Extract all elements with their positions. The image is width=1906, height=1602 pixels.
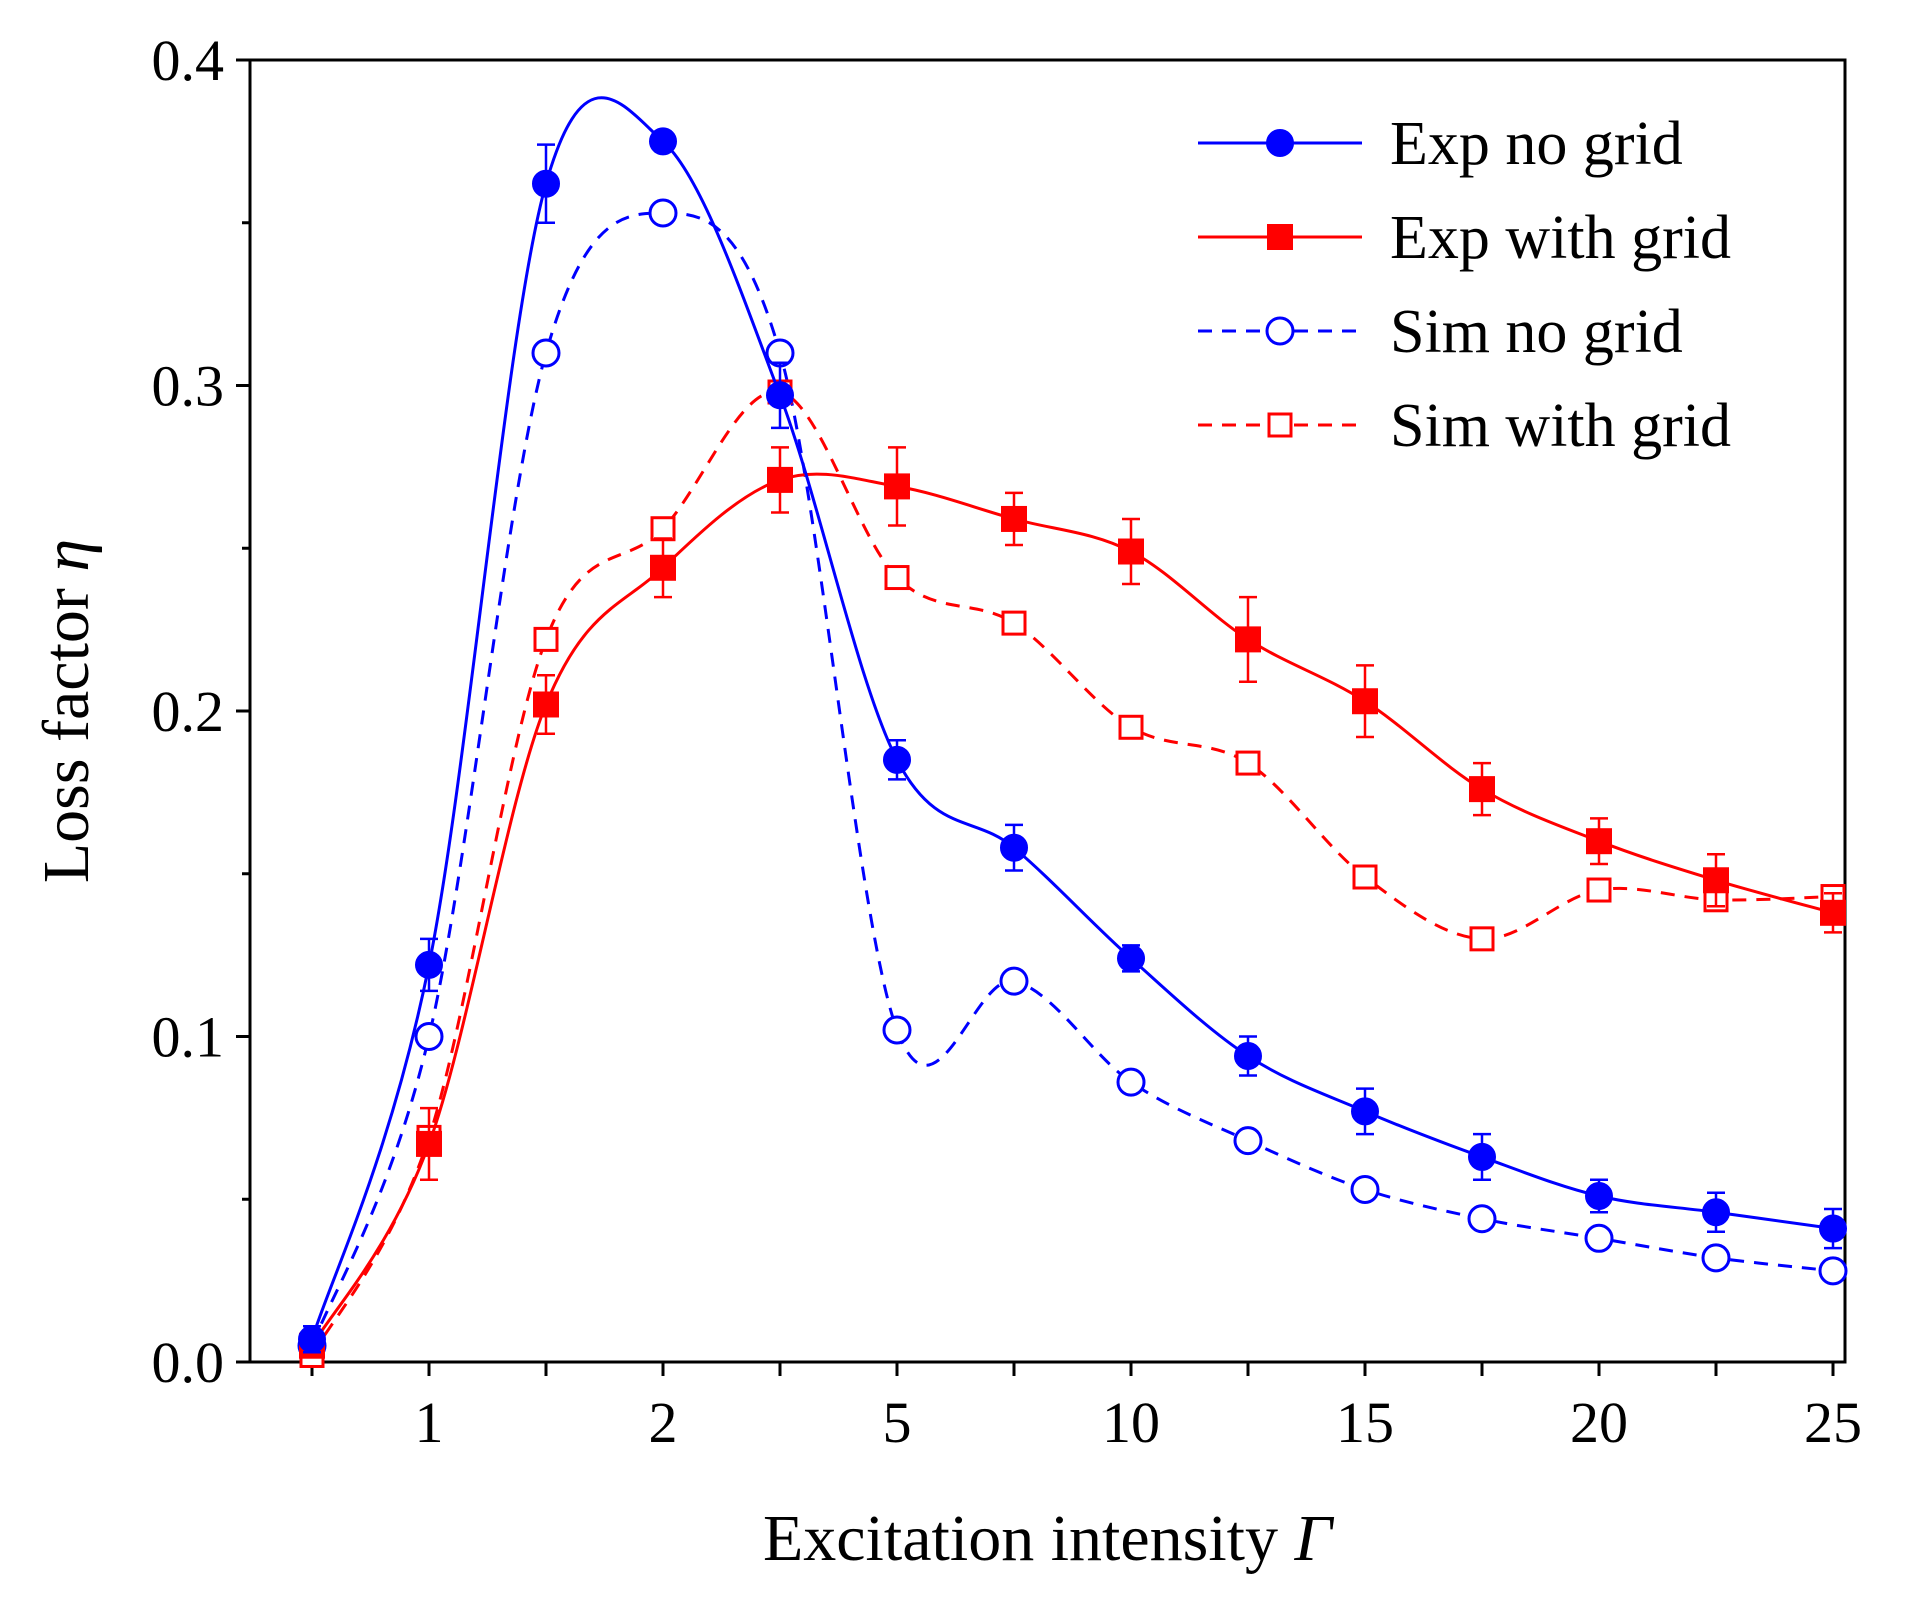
- data-point: [531, 338, 561, 368]
- legend-item-exp-no-grid: Exp no grid: [1198, 110, 1683, 178]
- data-point: [1350, 1174, 1380, 1204]
- data-point: [532, 169, 560, 198]
- data-point: [414, 1022, 444, 1051]
- y-axis: 0.0 0.1 0.2 0.3 0.4: [152, 28, 250, 1395]
- data-point: [1701, 1243, 1731, 1273]
- x-tick-label: 20: [1570, 1390, 1628, 1455]
- y-tick-label: 0.3: [152, 354, 225, 419]
- data-point: [649, 127, 677, 156]
- data-point: [1233, 1126, 1263, 1156]
- data-point: [298, 1325, 326, 1354]
- data-point: [1116, 1067, 1146, 1097]
- data-point: [1118, 538, 1144, 565]
- series-line-sim-with-grid: [310, 390, 1834, 1357]
- data-point: [1469, 926, 1495, 952]
- legend: Exp no grid Exp with grid Sim no grid Sim w…: [1198, 110, 1731, 460]
- data-point: [650, 554, 676, 581]
- data-point: [415, 950, 443, 979]
- legend-label: Exp no grid: [1390, 110, 1683, 178]
- data-point: [1584, 1223, 1614, 1253]
- data-point: [416, 1130, 442, 1157]
- x-tick-label: 10: [1102, 1390, 1160, 1455]
- series-line-exp-with-grid: [310, 472, 1834, 1347]
- data-point: [1703, 867, 1729, 894]
- data-point: [1352, 688, 1378, 715]
- data-point: [1820, 899, 1846, 926]
- data-point: [1234, 1042, 1262, 1071]
- legend-label: Sim no grid: [1390, 298, 1683, 366]
- data-point: [882, 1015, 912, 1045]
- legend-marker: [1266, 129, 1294, 157]
- data-point: [1819, 1214, 1847, 1243]
- series-exp-with-grid: [299, 446, 1846, 1359]
- legend-item-exp-with-grid: Exp with grid: [1198, 204, 1731, 272]
- y-tick-label: 0.4: [152, 28, 225, 93]
- series-line-sim-no-grid: [310, 211, 1834, 1347]
- data-point: [650, 516, 676, 542]
- legend-marker: [1267, 224, 1293, 250]
- data-point: [1469, 776, 1495, 803]
- data-point: [533, 626, 559, 652]
- data-point: [883, 745, 911, 774]
- data-point: [1118, 714, 1144, 740]
- x-axis: 1 2 5 10 15 20 25: [310, 1362, 1862, 1455]
- y-tick-label: 0.0: [152, 1330, 225, 1395]
- x-tick-label: 25: [1804, 1390, 1862, 1455]
- x-tick-label: 1: [415, 1390, 444, 1455]
- legend-label: Exp with grid: [1390, 204, 1731, 272]
- series-layer: [297, 96, 1848, 1368]
- data-point: [1352, 864, 1378, 890]
- data-point: [999, 966, 1029, 996]
- data-point: [1351, 1097, 1379, 1126]
- series-sim-no-grid: [297, 198, 1848, 1361]
- x-tick-label: 2: [649, 1390, 678, 1455]
- series-exp-no-grid: [298, 96, 1847, 1354]
- data-point: [648, 198, 678, 228]
- x-axis-title: Excitation intensity Γ: [763, 1502, 1335, 1575]
- legend-marker: [1265, 316, 1295, 346]
- data-point: [1818, 1256, 1848, 1286]
- legend-item-sim-no-grid: Sim no grid: [1198, 298, 1683, 366]
- data-point: [1468, 1142, 1496, 1171]
- data-point: [1117, 944, 1145, 973]
- data-point: [766, 381, 794, 410]
- x-tick-label: 5: [883, 1390, 912, 1455]
- data-point: [1235, 626, 1261, 653]
- data-point: [884, 565, 910, 591]
- legend-item-sim-with-grid: Sim with grid: [1198, 392, 1731, 460]
- data-point: [1586, 828, 1612, 855]
- data-point: [1585, 1181, 1613, 1210]
- y-tick-label: 0.2: [152, 679, 225, 744]
- data-point: [1001, 505, 1027, 532]
- data-point: [1586, 877, 1612, 903]
- data-point: [1000, 833, 1028, 862]
- data-point: [1467, 1204, 1497, 1234]
- data-point: [1235, 750, 1261, 776]
- y-tick-label: 0.1: [152, 1005, 225, 1070]
- data-point: [533, 691, 559, 718]
- x-tick-label: 15: [1336, 1390, 1394, 1455]
- y-axis-title: Loss factor η: [30, 539, 103, 883]
- data-point: [1702, 1198, 1730, 1227]
- data-point: [884, 473, 910, 500]
- legend-label: Sim with grid: [1390, 392, 1731, 460]
- series-sim-with-grid: [299, 379, 1846, 1368]
- legend-marker: [1267, 412, 1293, 438]
- data-point: [1001, 610, 1027, 636]
- data-point: [767, 466, 793, 493]
